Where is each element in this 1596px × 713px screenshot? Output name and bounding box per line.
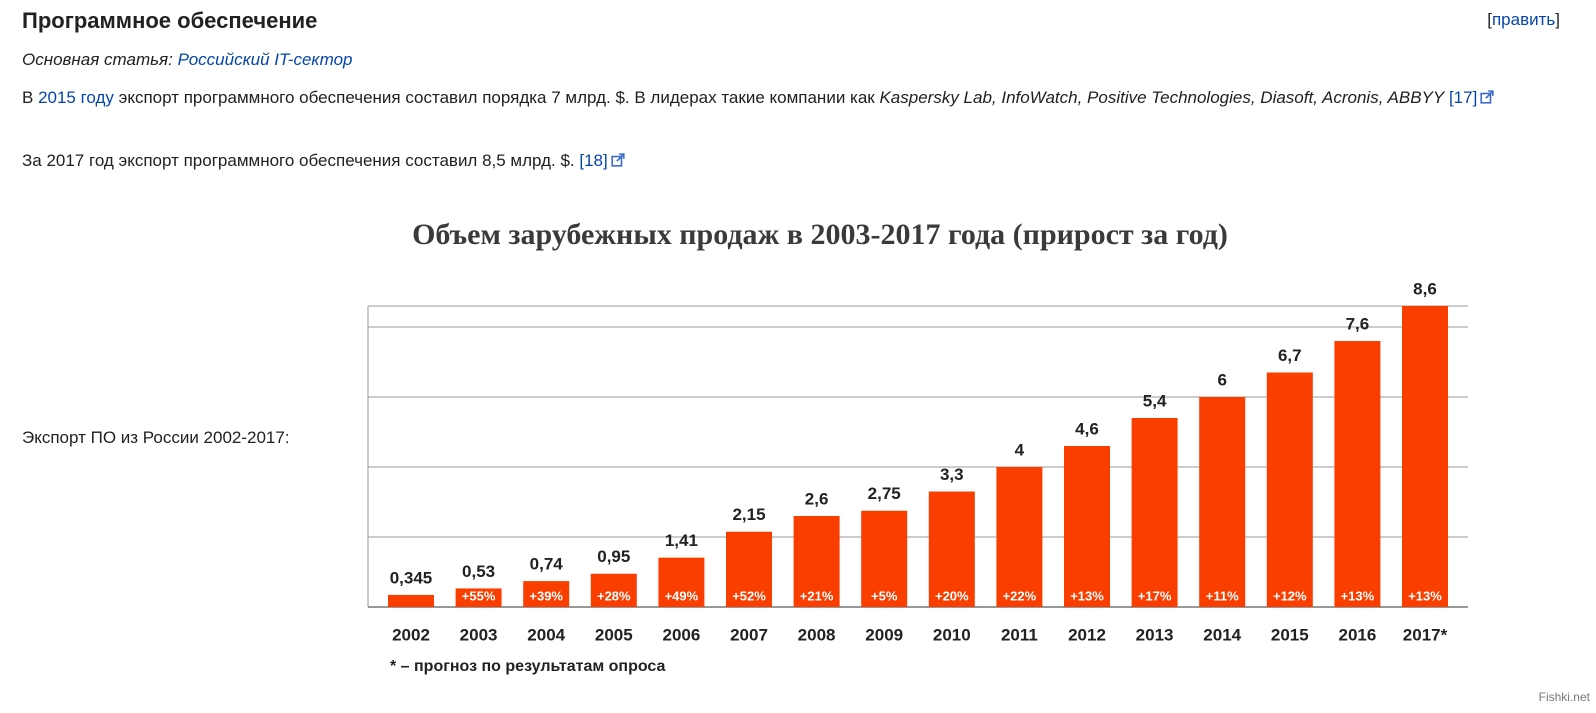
bar (658, 557, 705, 607)
growth-label: +13% (1408, 588, 1442, 603)
value-label: 8,6 (1413, 279, 1437, 298)
italic-link[interactable]: Российский IT-сектор (177, 50, 353, 69)
growth-label: +22% (1003, 588, 1037, 603)
edit-section: [править] (1487, 6, 1560, 34)
value-label: 5,4 (1143, 391, 1167, 410)
bar (1131, 418, 1178, 607)
link[interactable]: 2015 году (38, 88, 114, 107)
x-tick-label: 2005 (595, 625, 633, 644)
bar (1199, 397, 1246, 607)
text-run: За 2017 год экспорт программного обеспеч… (22, 151, 580, 170)
external-link-icon (611, 153, 625, 167)
bar (388, 594, 434, 607)
x-tick-label: 2012 (1068, 625, 1106, 644)
x-tick-label: 2013 (1136, 625, 1174, 644)
value-label: 7,6 (1346, 314, 1370, 333)
italic: Kaspersky Lab, InfoWatch, Positive Techn… (879, 88, 1445, 107)
edit-link[interactable]: править (1491, 10, 1556, 29)
growth-label: +20% (935, 588, 969, 603)
value-label: 2,15 (732, 505, 765, 524)
x-tick-label: 2011 (1001, 625, 1038, 644)
value-label: 4 (1015, 440, 1025, 459)
italic: Основная статья: (22, 50, 178, 69)
bar (1334, 341, 1381, 607)
bar (1402, 306, 1448, 607)
caption: Экспорт ПО из России 2002-2017: (22, 428, 290, 447)
value-label: 1,41 (665, 531, 698, 550)
paragraph: За 2017 год экспорт программного обеспеч… (22, 147, 625, 175)
bar (1266, 372, 1313, 607)
x-tick-label: 2014 (1203, 625, 1241, 644)
ext-link[interactable]: [17] (1448, 88, 1478, 107)
x-tick-label: 2016 (1338, 625, 1376, 644)
watermark: Fishki.net (1538, 690, 1590, 704)
x-tick-label: 2017* (1403, 625, 1448, 644)
chart-title: Объем зарубежных продаж в 2003-2017 года… (412, 218, 1228, 251)
value-label: 0,95 (597, 547, 630, 566)
bracket: ] (1555, 10, 1560, 29)
value-label: 6 (1217, 370, 1226, 389)
x-tick-label: 2006 (662, 625, 700, 644)
x-tick-label: 2015 (1271, 625, 1309, 644)
value-label: 2,6 (805, 489, 829, 508)
value-label: 0,345 (390, 568, 433, 587)
bar (455, 588, 502, 607)
value-label: 0,53 (462, 562, 495, 581)
x-tick-label: 2008 (798, 625, 836, 644)
text-run: экспорт программного обеспечения состави… (113, 88, 880, 107)
growth-label: +52% (732, 588, 766, 603)
bar (928, 491, 975, 607)
paragraph: В 2015 году экспорт программного обеспеч… (22, 84, 1562, 112)
main-article: Основная статья: Российский IT-сектор (22, 46, 353, 74)
bar (1064, 446, 1110, 607)
growth-label: +13% (1070, 588, 1104, 603)
section-heading: Программное обеспечение (22, 8, 318, 33)
growth-label: +13% (1341, 588, 1375, 603)
growth-label: +28% (597, 588, 631, 603)
text-run: В (22, 88, 39, 107)
external-link-icon (1480, 90, 1494, 104)
bar (523, 581, 570, 607)
bar (726, 531, 772, 607)
bar (996, 467, 1043, 607)
value-label: 0,74 (530, 555, 564, 574)
ext-link[interactable]: [18] (579, 151, 608, 170)
bar (861, 510, 908, 607)
bar (793, 516, 840, 607)
bracket: [ (1487, 10, 1492, 29)
growth-label: +55% (462, 588, 496, 603)
growth-label: +12% (1273, 588, 1307, 603)
footnote: * – прогноз по результатам опроса (390, 658, 666, 675)
growth-label: +17% (1138, 588, 1172, 603)
value-label: 2,75 (868, 484, 901, 503)
growth-label: +21% (800, 588, 834, 603)
growth-label: +39% (529, 588, 563, 603)
growth-label: +49% (665, 588, 699, 603)
value-label: 4,6 (1075, 419, 1099, 438)
x-tick-label: 2004 (527, 625, 565, 644)
x-tick-label: 2009 (865, 625, 903, 644)
x-tick-label: 2002 (392, 625, 430, 644)
growth-label: +11% (1206, 588, 1239, 603)
growth-label: +5% (871, 588, 898, 603)
bar (590, 573, 637, 607)
value-label: 3,3 (940, 465, 964, 484)
value-label: 6,7 (1278, 346, 1302, 365)
x-tick-label: 2007 (730, 625, 768, 644)
x-tick-label: 2010 (933, 625, 971, 644)
x-tick-label: 2003 (460, 625, 498, 644)
